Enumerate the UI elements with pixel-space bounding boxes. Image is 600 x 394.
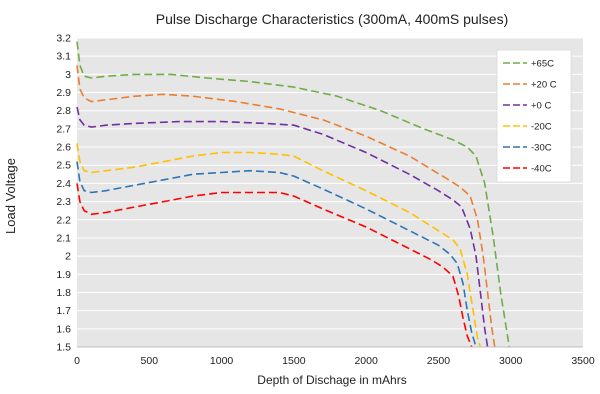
y-tick-label: 2.3 bbox=[56, 196, 71, 208]
x-tick-label: 3500 bbox=[571, 355, 595, 367]
legend-label: +20 C bbox=[531, 80, 557, 91]
x-axis-title: Depth of Dischage in mAhrs bbox=[257, 373, 406, 387]
y-tick-label: 2.5 bbox=[56, 160, 71, 172]
y-tick-label: 1.9 bbox=[56, 269, 71, 281]
y-tick-label: 1.8 bbox=[56, 287, 71, 299]
y-tick-label: 2.9 bbox=[56, 87, 71, 99]
y-axis-title: Load Voltage bbox=[3, 158, 18, 234]
x-tick-label: 2500 bbox=[427, 355, 451, 367]
series-line-0 bbox=[76, 41, 511, 348]
x-tick-label: 500 bbox=[141, 355, 159, 367]
x-tick-label: 3000 bbox=[499, 355, 523, 367]
legend-box bbox=[496, 49, 572, 183]
y-tick-label: 2.6 bbox=[56, 142, 71, 154]
y-tick-labels: 1.5 1.6 1.7 1.8 1.9 2 2.1 2.2 2.3 2.4 2.5 2.6 2.7 2.8… bbox=[56, 33, 71, 354]
legend-label: +0 C bbox=[531, 101, 551, 112]
y-tick-label: 1.5 bbox=[56, 342, 71, 354]
legend-label: -20C bbox=[531, 122, 552, 133]
legend-label: -40C bbox=[531, 164, 552, 175]
series-line-4 bbox=[76, 161, 477, 348]
y-tick-label: 3.1 bbox=[56, 51, 71, 63]
y-tick-label: 2 bbox=[65, 251, 71, 263]
legend-label: +65C bbox=[531, 59, 554, 70]
y-tick-label: 2.4 bbox=[56, 178, 71, 190]
y-tick-label: 2.1 bbox=[56, 232, 71, 244]
y-tick-label: 3 bbox=[65, 69, 71, 81]
legend-label: -30C bbox=[531, 143, 552, 154]
chart-title: Pulse Discharge Characteristics (300mA, … bbox=[156, 11, 508, 27]
y-tick-label: 2.8 bbox=[56, 105, 71, 117]
y-tick-label: 3.2 bbox=[56, 33, 71, 45]
y-tick-label: 2.2 bbox=[56, 214, 71, 226]
y-tick-label: 2.7 bbox=[56, 123, 71, 135]
x-tick-label: 0 bbox=[74, 355, 80, 367]
series-line-5 bbox=[76, 183, 473, 348]
series-lines bbox=[76, 41, 511, 348]
x-tick-label: 2000 bbox=[354, 355, 378, 367]
x-tick-label: 1500 bbox=[282, 355, 306, 367]
y-tick-label: 1.7 bbox=[56, 305, 71, 317]
y-tick-label: 1.6 bbox=[56, 323, 71, 335]
x-tick-labels: 0 500 1000 1500 2000 2500 3000 3500 bbox=[74, 355, 595, 367]
x-tick-label: 1000 bbox=[210, 355, 234, 367]
series-line-2 bbox=[76, 106, 489, 348]
series-line-1 bbox=[76, 65, 496, 348]
series-line-3 bbox=[76, 143, 482, 348]
legend: +65C +20 C +0 C -20C -30C -40C bbox=[496, 49, 572, 183]
